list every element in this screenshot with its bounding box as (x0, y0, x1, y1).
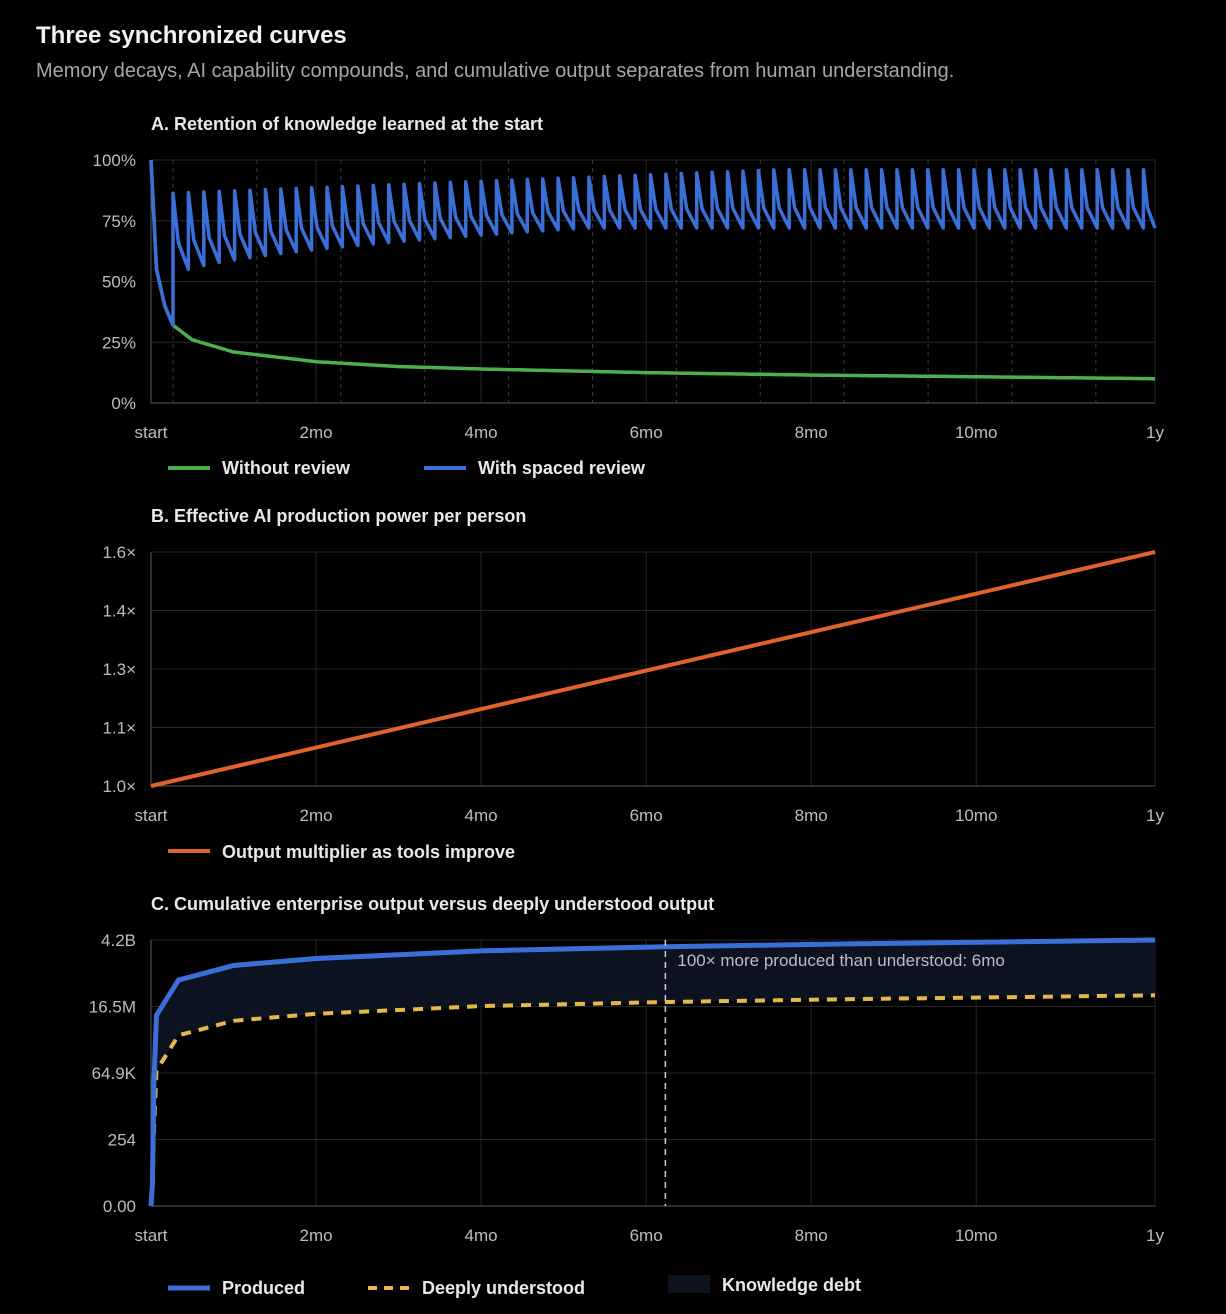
knowledge-debt-area (151, 940, 1155, 1206)
x-tick-label: 2mo (300, 423, 333, 442)
y-tick-label: 0% (111, 394, 136, 413)
panel-c-title: C. Cumulative enterprise output versus d… (151, 894, 715, 914)
panel-b-title: B. Effective AI production power per per… (151, 506, 527, 526)
x-tick-label: 8mo (795, 1226, 828, 1245)
x-tick-label: 4mo (465, 423, 498, 442)
legend-label-with-spaced-review: With spaced review (478, 458, 646, 478)
x-tick-label: 2mo (300, 806, 333, 825)
x-tick-label: 1y (1146, 806, 1164, 825)
x-tick-label: 8mo (795, 423, 828, 442)
x-tick-label: 6mo (630, 1226, 663, 1245)
x-tick-label: 6mo (630, 806, 663, 825)
legend-label-output-multiplier: Output multiplier as tools improve (222, 842, 515, 862)
y-tick-label: 25% (102, 333, 136, 352)
x-tick-label: 4mo (465, 1226, 498, 1245)
page-subtitle: Memory decays, AI capability compounds, … (36, 60, 955, 82)
y-tick-label: 1.0× (102, 777, 136, 796)
legend-label-produced: Produced (222, 1278, 305, 1298)
panel-a-title: A. Retention of knowledge learned at the… (151, 114, 544, 134)
x-tick-label: 8mo (795, 806, 828, 825)
y-tick-label: 1.4× (102, 602, 136, 621)
x-tick-label: 10mo (955, 423, 998, 442)
x-tick-label: 1y (1146, 1226, 1164, 1245)
series-produced (148, 937, 1156, 1207)
x-tick-label: start (134, 806, 167, 825)
y-tick-label: 0.00 (103, 1197, 136, 1216)
x-tick-label: 10mo (955, 1226, 998, 1245)
page-title: Three synchronized curves (36, 22, 347, 49)
x-tick-label: 1y (1146, 423, 1164, 442)
series-deeply-understood (149, 993, 1156, 1207)
y-tick-label: 1.1× (102, 719, 136, 738)
legend-label-knowledge-debt: Knowledge debt (722, 1275, 861, 1295)
x-tick-label: start (134, 1226, 167, 1245)
series-output-multiplier (150, 550, 1156, 788)
series-without-review (149, 159, 1155, 381)
x-tick-label: 4mo (465, 806, 498, 825)
annotation-label: 100× more produced than understood: 6mo (677, 951, 1004, 970)
x-tick-label: 10mo (955, 806, 998, 825)
x-tick-label: 6mo (630, 423, 663, 442)
y-tick-label: 1.3× (102, 660, 136, 679)
y-tick-label: 50% (102, 273, 136, 292)
y-tick-label: 16.5M (89, 998, 136, 1017)
y-tick-label: 1.6× (102, 543, 136, 562)
y-tick-label: 254 (108, 1131, 136, 1150)
y-tick-label: 100% (93, 151, 136, 170)
x-tick-label: 2mo (300, 1226, 333, 1245)
y-tick-label: 75% (102, 212, 136, 231)
series-with-spaced-review (149, 159, 1157, 327)
legend-label-deeply-understood: Deeply understood (422, 1278, 585, 1298)
legend-swatch-knowledge-debt (668, 1275, 710, 1293)
y-tick-label: 64.9K (92, 1064, 137, 1083)
legend-label-without-review: Without review (222, 458, 351, 478)
x-tick-label: start (134, 423, 167, 442)
y-tick-label: 4.2B (101, 931, 136, 950)
